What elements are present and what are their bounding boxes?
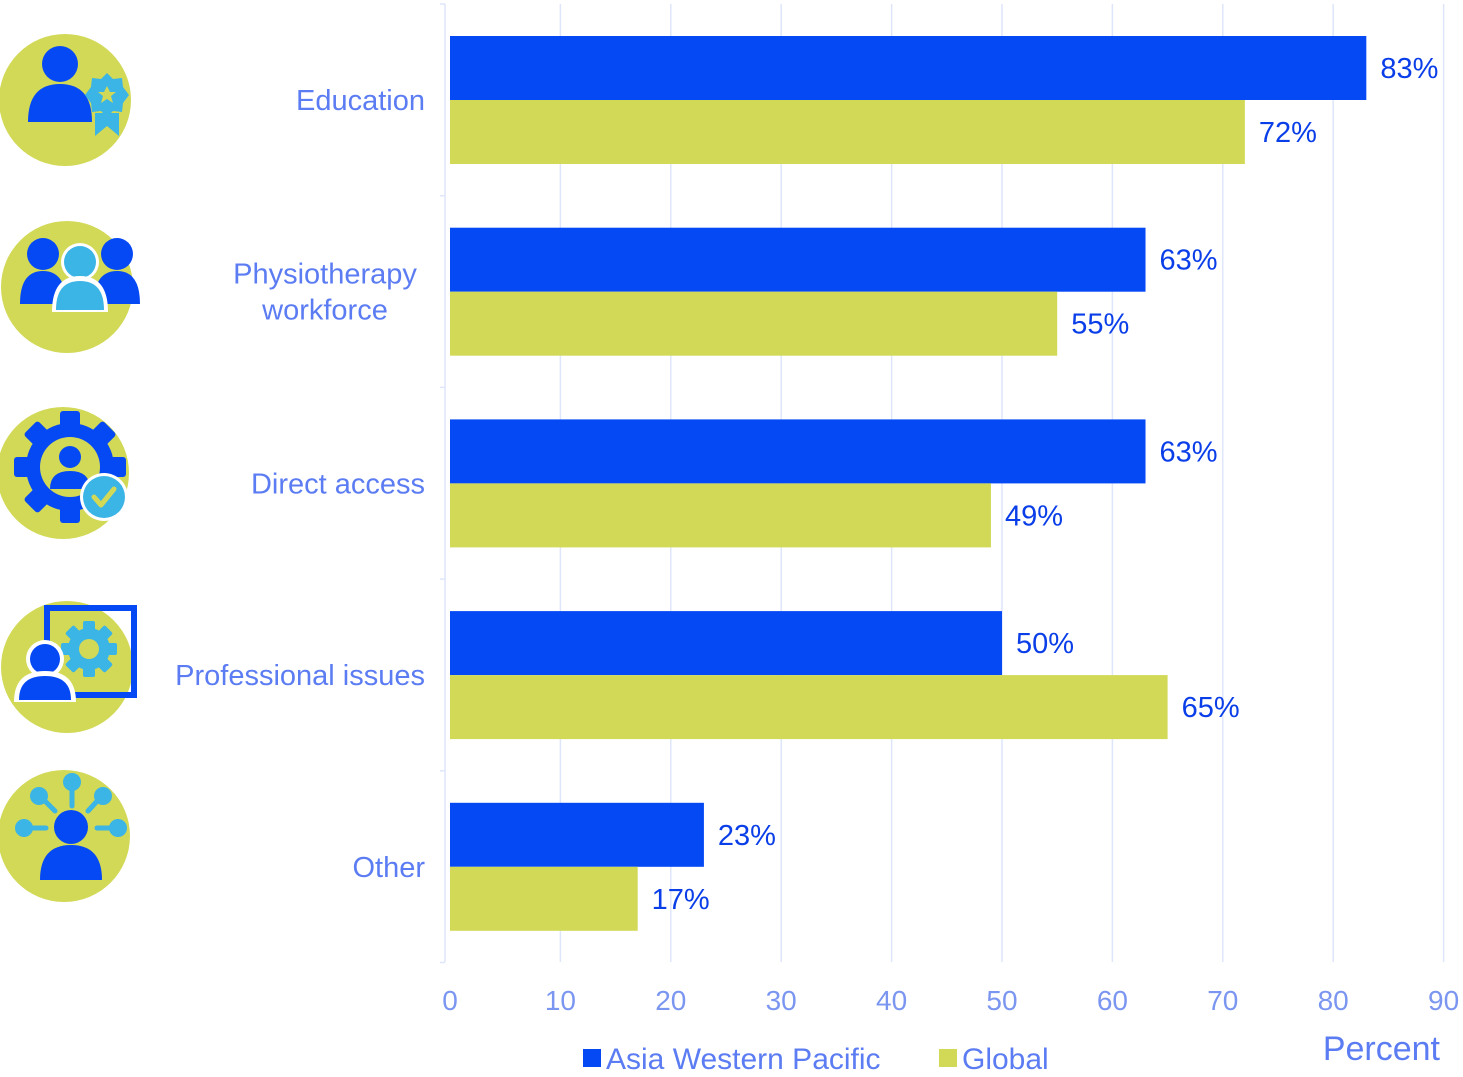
category-label-line: Physiotherapy [233, 259, 417, 291]
professional-issues-board-gear-person-icon [1, 601, 137, 733]
data-label-global-professional-issues: 65% [1182, 692, 1240, 724]
category-label-other: Other [352, 852, 425, 884]
bar-global-education [450, 100, 1245, 164]
data-label-asia-western-pacific-professional-issues: 50% [1016, 628, 1074, 660]
legend-swatch-global [939, 1049, 957, 1067]
bar-asia-western-pacific-education [450, 36, 1367, 100]
workforce-group-icon [1, 221, 140, 353]
data-label-global-education: 72% [1259, 117, 1317, 149]
x-tick-label-50: 50 [986, 985, 1017, 1016]
bar-asia-western-pacific-direct-access [450, 419, 1146, 484]
x-tick-label-20: 20 [655, 985, 686, 1016]
legend-label-global: Global [962, 1043, 1049, 1076]
legend-label-asia-western-pacific: Asia Western Pacific [606, 1043, 881, 1076]
data-label-global-physiotherapy-workforce: 55% [1071, 309, 1129, 341]
direct-access-gear-person-check-icon [0, 407, 129, 539]
category-label-direct-access: Direct access [251, 468, 425, 500]
education-person-award-icon [0, 34, 131, 166]
bar-global-other [450, 866, 638, 931]
x-axis-title: Percent [1323, 1030, 1441, 1068]
bars [450, 36, 1367, 931]
data-label-global-other: 17% [652, 884, 710, 916]
category-icons [0, 34, 140, 902]
x-tick-label-30: 30 [766, 985, 797, 1016]
bar-global-physiotherapy-workforce [450, 291, 1058, 356]
category-label-line: Direct access [251, 468, 425, 500]
data-label-asia-western-pacific-physiotherapy-workforce: 63% [1160, 245, 1218, 277]
data-label-asia-western-pacific-direct-access: 63% [1160, 436, 1218, 468]
category-label-line: workforce [261, 295, 388, 327]
x-tick-label-10: 10 [545, 985, 576, 1016]
labels: 0 10 20 30 40 50 60 70 80 90 83% 72% Education 63% 55%… [175, 53, 1459, 1016]
x-tick-label-90: 90 [1428, 985, 1459, 1016]
x-tick-label-0: 0 [442, 985, 458, 1016]
x-tick-label-60: 60 [1097, 985, 1128, 1016]
category-label-physiotherapy-workforce: Physiotherapy workforce [233, 259, 417, 327]
x-tick-label-40: 40 [876, 985, 907, 1016]
other-person-network-icon [0, 770, 130, 902]
data-label-asia-western-pacific-other: 23% [718, 820, 776, 852]
legend-swatch-asia-western-pacific [583, 1049, 601, 1067]
category-label-education: Education [296, 85, 425, 117]
category-label-line: Other [352, 852, 425, 884]
category-label-line: Professional issues [175, 660, 425, 692]
category-label-line: Education [296, 85, 425, 117]
data-label-global-direct-access: 49% [1005, 500, 1063, 532]
x-tick-label-70: 70 [1207, 985, 1238, 1016]
x-tick-label-80: 80 [1318, 985, 1349, 1016]
legend: Asia Western Pacific Global [583, 1043, 1049, 1076]
bar-asia-western-pacific-other [450, 802, 704, 867]
category-label-professional-issues: Professional issues [175, 660, 425, 692]
data-label-asia-western-pacific-education: 83% [1380, 53, 1438, 85]
bar-asia-western-pacific-professional-issues [450, 611, 1002, 676]
bar-global-professional-issues [450, 675, 1168, 740]
bar-global-direct-access [450, 483, 991, 548]
bar-asia-western-pacific-physiotherapy-workforce [450, 227, 1146, 292]
